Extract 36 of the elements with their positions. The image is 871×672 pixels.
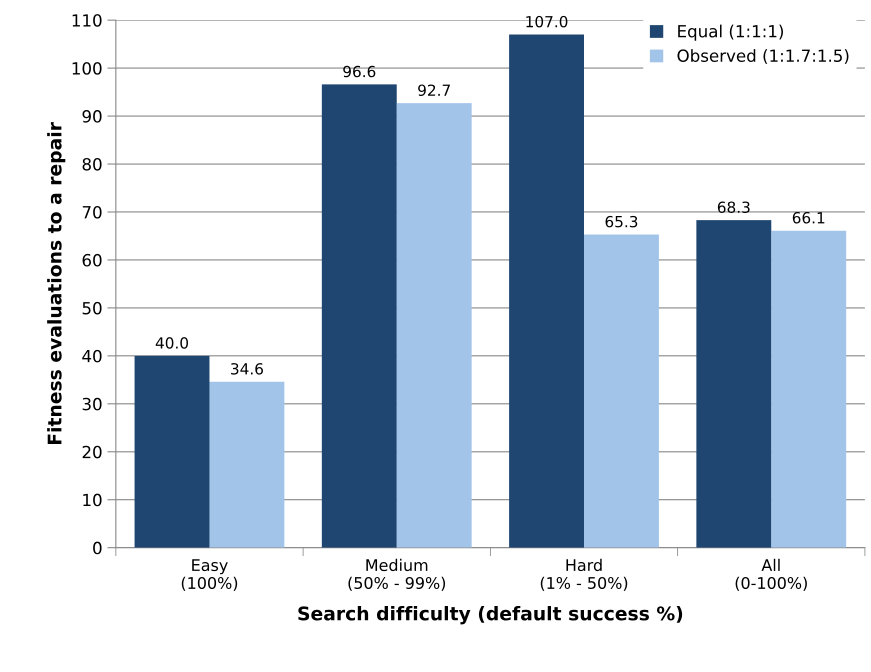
legend-label: Equal (1:1:1) — [678, 24, 783, 41]
bar — [396, 103, 472, 548]
data-label: 66.1 — [792, 212, 824, 224]
bar — [322, 84, 397, 548]
y-tick-label: 30 — [82, 398, 102, 410]
data-label: 65.3 — [606, 216, 638, 228]
y-tick-label: 50 — [82, 302, 102, 314]
y-tick-label: 80 — [82, 158, 102, 171]
bar — [696, 220, 772, 548]
y-tick-label: 70 — [82, 206, 102, 219]
x-axis-title: Search difficulty (default success %) — [298, 606, 682, 624]
bar — [509, 34, 584, 548]
data-label: 107.0 — [526, 16, 568, 28]
x-tick-label: All (0-100%) — [736, 558, 807, 591]
data-label: 68.3 — [718, 201, 750, 214]
bar — [134, 356, 210, 548]
x-tick-label: Hard (1% - 50%) — [540, 558, 628, 591]
legend-label: Observed (1:1.7:1.5) — [678, 49, 848, 64]
data-label: 34.6 — [231, 363, 263, 375]
y-tick-label: 110 — [72, 14, 102, 27]
x-tick-label: Medium (50% - 99%) — [348, 558, 446, 591]
y-tick-label: 10 — [83, 494, 102, 506]
y-tick-label: 0 — [93, 542, 102, 554]
y-tick-label: 100 — [72, 62, 102, 75]
data-label: 40.0 — [156, 337, 188, 349]
data-label: 92.7 — [418, 84, 450, 96]
y-axis-title: Fitness evaluations to a repair — [47, 122, 66, 444]
bar — [209, 382, 284, 548]
data-label: 96.6 — [343, 66, 376, 78]
bar — [584, 234, 659, 548]
x-tick-label: Easy (100%) — [182, 559, 238, 591]
y-tick-label: 60 — [82, 254, 102, 267]
y-tick-label: 90 — [82, 110, 102, 123]
y-tick-label: 40 — [82, 350, 102, 362]
bar — [771, 230, 846, 548]
y-tick-label: 20 — [82, 446, 102, 458]
